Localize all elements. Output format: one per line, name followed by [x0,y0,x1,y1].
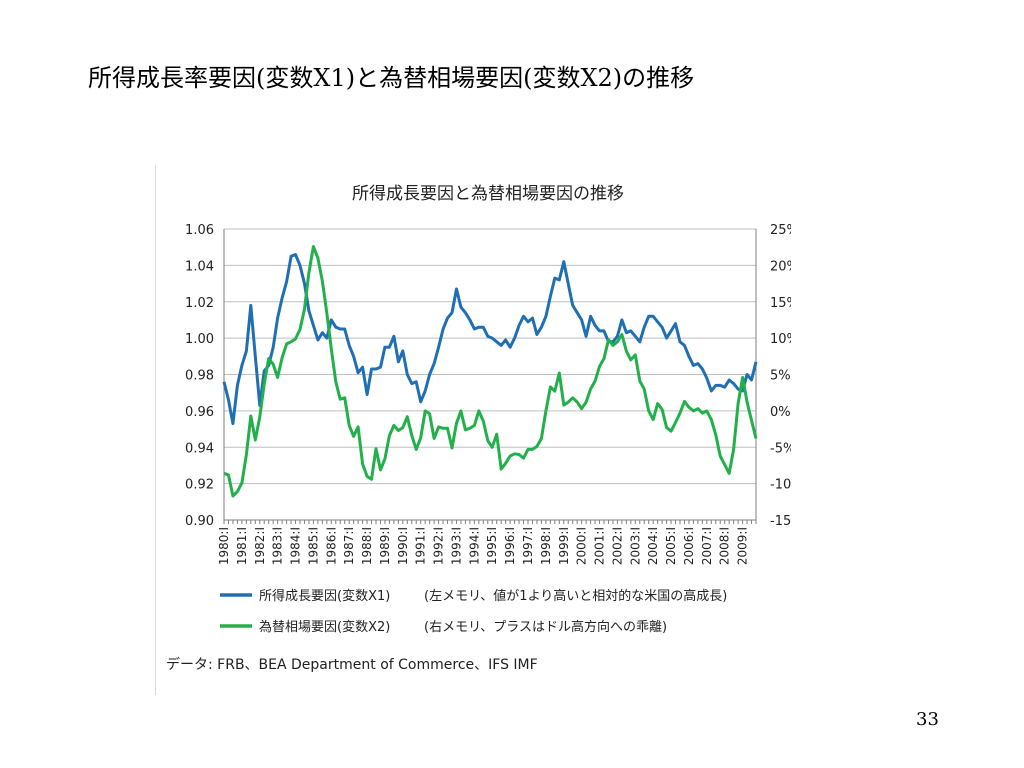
series-line-2 [223,245,758,498]
x-tick-label: 2000:I [575,527,589,565]
x-tick-label: 1996:I [503,527,517,565]
slide-title: 所得成長率要因(変数X1)と為替相場要因(変数X2)の推移 [88,64,695,92]
x-tick-label: 1989:I [378,527,392,565]
left-y-tick-label: 0.96 [185,405,214,420]
x-tick-label: 1992:I [432,527,446,565]
left-y-tick-label: 0.92 [185,478,214,493]
right-y-tick-label: 25% [770,223,791,238]
x-tick-label: 2007:I [700,527,714,565]
x-tick-label: 1981:I [235,527,249,565]
series-lines [222,245,758,498]
x-tick-label: 2002:I [610,527,624,565]
left-y-tick-label: 0.98 [185,369,214,384]
x-tick-label: 1993:I [449,527,463,565]
x-tick-label: 1980:I [217,527,231,565]
data-source-note: データ: FRB、BEA Department of Commerce、IFS … [166,657,538,673]
x-tick-label: 2008:I [718,527,732,565]
x-tick-label: 1987:I [342,527,356,565]
chart-frame: 所得成長要因と為替相場要因の推移 1.06 1.04 1.02 1.00 0.98 0.9… [155,165,791,695]
left-y-tick-label: 1.00 [185,332,214,347]
x-tick-label: 1982:I [253,527,267,565]
right-y-tick-label: -5% [770,441,791,456]
grid-lines [224,228,756,521]
x-tick-label: 2001:I [593,527,607,565]
left-y-tick-label: 1.04 [185,259,214,274]
legend-label: 所得成長要因(変数X1) [259,588,390,604]
x-tick-label: 1995:I [485,527,499,565]
x-tick-label: 1990:I [396,527,410,565]
x-tick-label: 2003:I [628,527,642,565]
legend-note: (右メモリ、プラスはドル高方向への乖離) [424,619,667,635]
x-tick-label: 1998:I [539,527,553,565]
left-y-tick-label: 1.02 [185,296,214,311]
x-tick-label: 1999:I [557,527,571,565]
left-y-tick-label: 0.90 [185,514,214,529]
x-tick-label: 1985:I [306,527,320,565]
right-y-tick-label: -10% [770,478,791,493]
x-tick-label: 1997:I [521,527,535,565]
right-y-tick-label: 10% [770,332,791,347]
left-y-tick-label: 1.06 [185,223,214,238]
legend: 所得成長要因(変数X1) (左メモリ、値が1より高いと相対的な米国の高成長) 為替相… [220,588,727,635]
chart-title: 所得成長要因と為替相場要因の推移 [352,184,624,204]
right-y-tick-label: 5% [770,369,791,384]
right-y-tick-label: 0% [770,405,791,420]
x-tick-label: 1994:I [467,527,481,565]
right-y-tick-label: 20% [770,259,791,274]
left-y-tick-label: 0.94 [185,441,214,456]
line-chart: 所得成長要因と為替相場要因の推移 1.06 1.04 1.02 1.00 0.98 0.9… [185,184,791,635]
x-axis: 1980:I 1981:I 1982:I 1983:I 1984:I 1985:I 1986… [217,519,757,565]
right-y-tick-label: -15% [770,514,791,529]
x-tick-label: 1986:I [324,527,338,565]
legend-label: 為替相場要因(変数X2) [259,619,390,635]
legend-note: (左メモリ、値が1より高いと相対的な米国の高成長) [424,588,727,604]
series-line-1 [222,253,758,426]
x-tick-label: 2004:I [646,527,660,565]
right-y-axis: 25% 20% 15% 10% 5% 0% -5% -10% -15% [755,223,791,529]
right-y-tick-label: 15% [770,296,791,311]
page-number: 33 [916,709,939,730]
x-tick-label: 1991:I [414,527,428,565]
x-tick-label: 2006:I [682,527,696,565]
x-tick-label: 1988:I [360,527,374,565]
left-y-axis: 1.06 1.04 1.02 1.00 0.98 0.96 0.94 0.92 0.90 [185,223,225,529]
x-tick-label: 1983:I [271,527,285,565]
x-tick-label: 2009:I [736,527,750,565]
x-tick-label: 1984:I [289,527,303,565]
x-tick-label: 2005:I [664,527,678,565]
